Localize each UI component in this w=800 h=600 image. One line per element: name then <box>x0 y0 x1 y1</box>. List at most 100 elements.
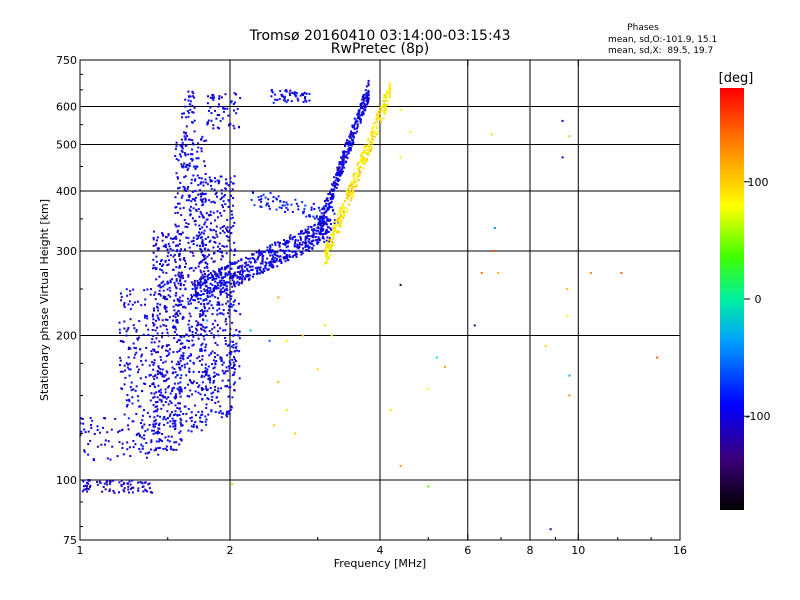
data-point <box>267 261 270 264</box>
data-point <box>219 410 222 413</box>
data-point <box>364 96 367 99</box>
data-point <box>195 208 198 211</box>
data-point <box>152 264 155 267</box>
data-point <box>157 453 160 456</box>
y-tick-label: 400 <box>56 185 77 198</box>
data-point <box>98 480 101 483</box>
data-point <box>191 339 194 342</box>
data-point <box>383 95 386 98</box>
data-point <box>233 373 235 376</box>
data-point <box>343 156 346 159</box>
data-point <box>241 278 244 281</box>
data-point <box>118 429 121 432</box>
data-point <box>221 245 224 247</box>
data-point <box>168 385 170 388</box>
data-point <box>171 366 174 369</box>
data-point <box>200 138 203 141</box>
data-point <box>237 275 240 278</box>
data-point <box>255 272 258 275</box>
data-point <box>285 254 288 256</box>
data-point <box>344 160 347 163</box>
data-point <box>174 413 177 416</box>
data-point <box>232 124 235 127</box>
data-point <box>216 313 219 316</box>
data-point <box>248 260 251 263</box>
data-point <box>191 198 194 201</box>
data-point <box>140 304 143 307</box>
data-point <box>129 483 132 486</box>
data-point <box>144 314 147 317</box>
data-point <box>146 288 149 291</box>
data-point <box>193 380 195 383</box>
data-point <box>338 161 341 163</box>
data-point <box>159 303 162 306</box>
data-point <box>200 241 203 244</box>
data-point <box>152 318 155 321</box>
data-point <box>386 100 389 103</box>
data-point <box>138 336 140 339</box>
data-point <box>233 334 236 337</box>
data-point <box>162 295 165 298</box>
data-point <box>209 289 212 292</box>
data-point <box>169 448 172 451</box>
data-point <box>167 334 170 337</box>
data-point <box>122 453 125 456</box>
data-point <box>175 279 178 282</box>
data-point <box>160 358 163 361</box>
data-point <box>189 213 192 216</box>
data-point <box>244 278 247 281</box>
data-point <box>148 374 151 377</box>
data-point <box>199 233 202 236</box>
data-point <box>168 352 171 355</box>
data-point <box>245 274 248 277</box>
data-point <box>497 272 499 274</box>
data-point <box>367 137 370 140</box>
data-point <box>561 156 564 159</box>
data-point <box>218 114 221 117</box>
data-point <box>241 271 244 274</box>
data-point <box>162 271 165 274</box>
data-point <box>177 273 180 276</box>
data-point <box>214 319 217 322</box>
data-point <box>203 258 206 261</box>
data-point <box>109 480 112 483</box>
data-point <box>312 244 315 247</box>
data-point <box>139 481 142 484</box>
data-point <box>204 173 207 175</box>
data-point <box>335 176 338 179</box>
data-point <box>200 302 203 305</box>
data-point <box>146 411 149 414</box>
data-point <box>233 358 236 361</box>
data-point <box>366 94 369 97</box>
data-point <box>269 192 272 195</box>
data-point <box>93 433 96 435</box>
data-point <box>166 255 169 258</box>
data-point <box>179 430 182 433</box>
data-point <box>197 265 200 268</box>
data-point <box>175 291 178 294</box>
data-point <box>368 153 371 155</box>
data-point <box>343 152 346 155</box>
data-point <box>206 397 209 400</box>
data-point <box>210 112 213 115</box>
data-point <box>350 197 353 200</box>
data-point <box>217 301 220 304</box>
data-point <box>214 193 217 196</box>
data-point <box>353 172 356 175</box>
data-point <box>171 411 173 414</box>
data-point <box>181 294 184 297</box>
data-point <box>172 386 175 389</box>
data-point <box>149 385 152 388</box>
data-point <box>138 320 141 323</box>
data-point <box>352 194 355 196</box>
data-point <box>192 343 195 346</box>
data-point <box>317 226 320 229</box>
data-point <box>177 187 179 190</box>
data-point <box>238 350 241 353</box>
data-point <box>368 148 371 151</box>
data-point <box>351 139 354 142</box>
data-point <box>128 400 131 403</box>
data-point <box>109 482 111 485</box>
data-point <box>321 220 324 223</box>
